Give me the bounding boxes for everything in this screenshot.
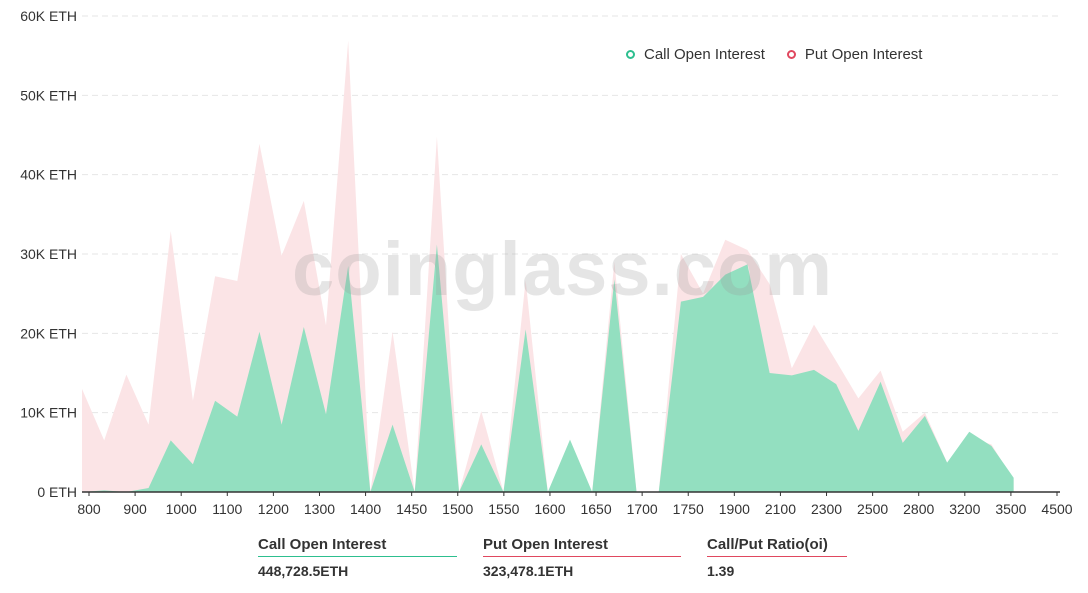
- x-tick-label: 1600: [534, 501, 565, 517]
- chart-legend: Call Open Interest Put Open Interest: [626, 46, 922, 63]
- y-tick-label: 0 ETH: [37, 484, 77, 500]
- x-tick-label: 1400: [350, 501, 381, 517]
- stat-ratio: Call/Put Ratio(oi) 1.39: [707, 536, 847, 579]
- y-tick-label: 10K ETH: [20, 405, 77, 421]
- call-area: [82, 244, 1014, 492]
- x-tick-label: 1500: [442, 501, 473, 517]
- x-axis-ticks: 800 900 1000 1100 1200 1300 1400 1450 1500 1550 16…: [77, 492, 1073, 517]
- x-tick-label: 1450: [396, 501, 427, 517]
- x-tick-label: 4500: [1041, 501, 1072, 517]
- call-series-layer: [82, 244, 1014, 492]
- x-tick-label: 1750: [673, 501, 704, 517]
- x-tick-label: 1550: [488, 501, 519, 517]
- x-tick-label: 3200: [949, 501, 980, 517]
- y-tick-label: 30K ETH: [20, 246, 77, 262]
- call-dot-icon: [626, 50, 635, 59]
- legend-item-put[interactable]: Put Open Interest: [786, 46, 923, 63]
- stat-value: 448,728.5ETH: [258, 563, 349, 579]
- x-tick-label: 1000: [166, 501, 197, 517]
- stat-value: 323,478.1ETH: [483, 563, 574, 579]
- x-tick-label: 1900: [719, 501, 750, 517]
- y-axis-ticks: 0 ETH 10K ETH 20K ETH 30K ETH 40K ETH 50K ETH…: [20, 8, 77, 500]
- x-tick-label: 1200: [258, 501, 289, 517]
- stat-label: Call/Put Ratio(oi): [707, 536, 847, 557]
- x-tick-label: 2500: [857, 501, 888, 517]
- oi-chart: 0 ETH 10K ETH 20K ETH 30K ETH 40K ETH 50K ETH…: [20, 8, 1073, 517]
- y-tick-label: 20K ETH: [20, 325, 77, 341]
- x-tick-label: 800: [77, 501, 101, 517]
- x-tick-label: 900: [123, 501, 147, 517]
- legend-item-call[interactable]: Call Open Interest: [626, 46, 765, 63]
- legend-label-put: Put Open Interest: [804, 46, 923, 63]
- y-tick-label: 40K ETH: [20, 167, 77, 183]
- x-tick-label: 2800: [903, 501, 934, 517]
- x-tick-label: 1650: [580, 501, 611, 517]
- y-tick-label: 50K ETH: [20, 87, 77, 103]
- x-tick-label: 1300: [304, 501, 335, 517]
- stat-label: Put Open Interest: [483, 536, 681, 557]
- x-tick-label: 2300: [811, 501, 842, 517]
- stat-label: Call Open Interest: [258, 536, 457, 557]
- stat-put-oi: Put Open Interest 323,478.1ETH: [483, 536, 681, 579]
- summary-stats: Call Open Interest 448,728.5ETH Put Open…: [258, 536, 873, 579]
- x-tick-label: 2100: [765, 501, 796, 517]
- x-tick-label: 3500: [995, 501, 1026, 517]
- x-tick-label: 1700: [627, 501, 658, 517]
- y-tick-label: 60K ETH: [20, 8, 77, 24]
- stat-value: 1.39: [707, 563, 735, 579]
- stat-call-oi: Call Open Interest 448,728.5ETH: [258, 536, 457, 579]
- x-tick-label: 1100: [212, 501, 242, 517]
- put-dot-icon: [786, 50, 796, 59]
- legend-label-call: Call Open Interest: [644, 46, 765, 63]
